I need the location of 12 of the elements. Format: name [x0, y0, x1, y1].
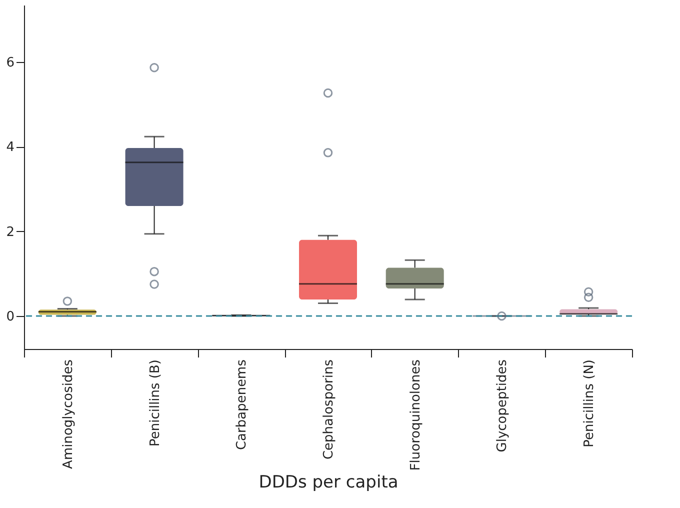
- y-tick-label: 4: [6, 140, 14, 156]
- y-tick-label: 2: [6, 224, 14, 240]
- x-tick-label: Glycopeptides: [495, 359, 510, 452]
- y-tick-label: 0: [6, 309, 14, 324]
- x-tick-label: Penicillins (N): [582, 360, 598, 448]
- x-tick-label: Cephalosporins: [322, 359, 336, 460]
- x-tick-label: Carbapenems: [234, 359, 250, 450]
- x-tick-label: Fluoroquinolones: [408, 359, 424, 471]
- y-tick-label: 6: [6, 56, 14, 71]
- x-axis-title: DDDs per capita: [258, 472, 398, 493]
- x-tick-label: Aminoglycosides: [60, 359, 76, 469]
- x-tick-label: Penicillins (B): [148, 360, 163, 447]
